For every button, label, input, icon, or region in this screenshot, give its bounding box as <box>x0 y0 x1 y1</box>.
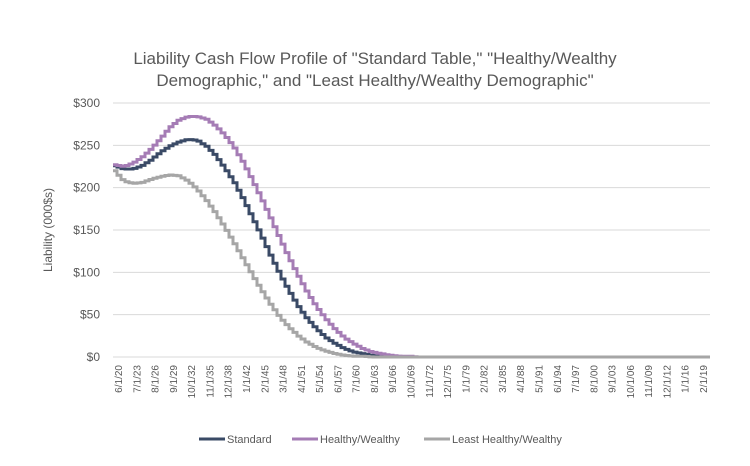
x-tick-label: 8/1/00 <box>589 365 600 393</box>
legend-label: Healthy/Wealthy <box>320 434 400 446</box>
y-axis-label: Liability (000$s) <box>41 188 55 272</box>
y-tick-label: $150 <box>73 223 100 237</box>
y-tick-label: $50 <box>80 308 100 322</box>
y-tick-label: $250 <box>73 138 100 152</box>
x-axis-ticks: 6/1/20 7/1/23 8/1/26 9/1/29 10/1/32 11/1/35 12… <box>114 365 710 399</box>
x-tick-label: 6/1/57 <box>333 365 344 393</box>
x-tick-label: 2/1/19 <box>699 365 710 393</box>
series-line-healthy-wealthy <box>113 115 710 359</box>
x-tick-label: 9/1/03 <box>608 365 619 393</box>
x-tick-label: 8/1/26 <box>151 365 162 393</box>
x-tick-label: 7/1/97 <box>571 365 582 393</box>
x-tick-label: 8/1/63 <box>370 365 381 393</box>
series-lines <box>113 115 710 359</box>
x-tick-label: 12/1/12 <box>662 365 673 399</box>
x-tick-label: 1/1/42 <box>242 365 253 393</box>
x-tick-label: 4/1/51 <box>297 365 308 393</box>
x-tick-label: 3/1/85 <box>498 365 509 393</box>
x-tick-label: 5/1/54 <box>315 365 326 393</box>
y-axis-ticks: $0 $50 $100 $150 $200 $250 $300 <box>73 96 100 364</box>
x-tick-label: 2/1/82 <box>480 365 491 393</box>
x-tick-label: 6/1/94 <box>553 365 564 393</box>
series-line-standard <box>113 138 710 359</box>
x-tick-label: 12/1/38 <box>224 365 235 399</box>
chart-title-line: Demographic," and "Least Healthy/Wealthy… <box>156 71 593 90</box>
x-tick-label: 11/1/72 <box>425 365 436 398</box>
x-tick-label: 9/1/66 <box>388 365 399 393</box>
y-tick-label: $200 <box>73 181 100 195</box>
x-tick-label: 6/1/20 <box>114 365 125 393</box>
chart-title: Liability Cash Flow Profile of "Standard… <box>133 49 617 90</box>
y-tick-label: $0 <box>87 350 101 364</box>
x-tick-label: 7/1/23 <box>132 365 143 393</box>
x-tick-label: 7/1/60 <box>352 365 363 393</box>
x-tick-label: 11/1/35 <box>205 365 216 398</box>
legend-label: Standard <box>227 434 272 446</box>
x-tick-label: 4/1/88 <box>516 365 527 393</box>
x-tick-label: 1/1/16 <box>681 365 692 393</box>
chart-title-line: Liability Cash Flow Profile of "Standard… <box>133 49 617 68</box>
legend-label: Least Healthy/Wealthy <box>452 434 562 446</box>
y-tick-label: $100 <box>73 265 100 279</box>
x-tick-label: 1/1/79 <box>461 365 472 393</box>
x-tick-label: 2/1/45 <box>260 365 271 393</box>
x-tick-label: 10/1/32 <box>187 365 198 399</box>
legend: Standard Healthy/Wealthy Least Healthy/Wea… <box>199 434 562 446</box>
x-tick-label: 9/1/29 <box>169 365 180 393</box>
gridlines <box>113 102 710 358</box>
x-tick-label: 11/1/09 <box>644 365 655 398</box>
x-tick-label: 10/1/69 <box>407 365 418 399</box>
x-tick-label: 10/1/06 <box>626 365 637 399</box>
y-tick-label: $300 <box>73 96 100 110</box>
x-tick-label: 12/1/75 <box>443 365 454 399</box>
series-line-least-healthy-wealthy <box>113 169 710 359</box>
x-tick-label: 3/1/48 <box>279 365 290 393</box>
x-tick-label: 5/1/91 <box>534 365 545 393</box>
